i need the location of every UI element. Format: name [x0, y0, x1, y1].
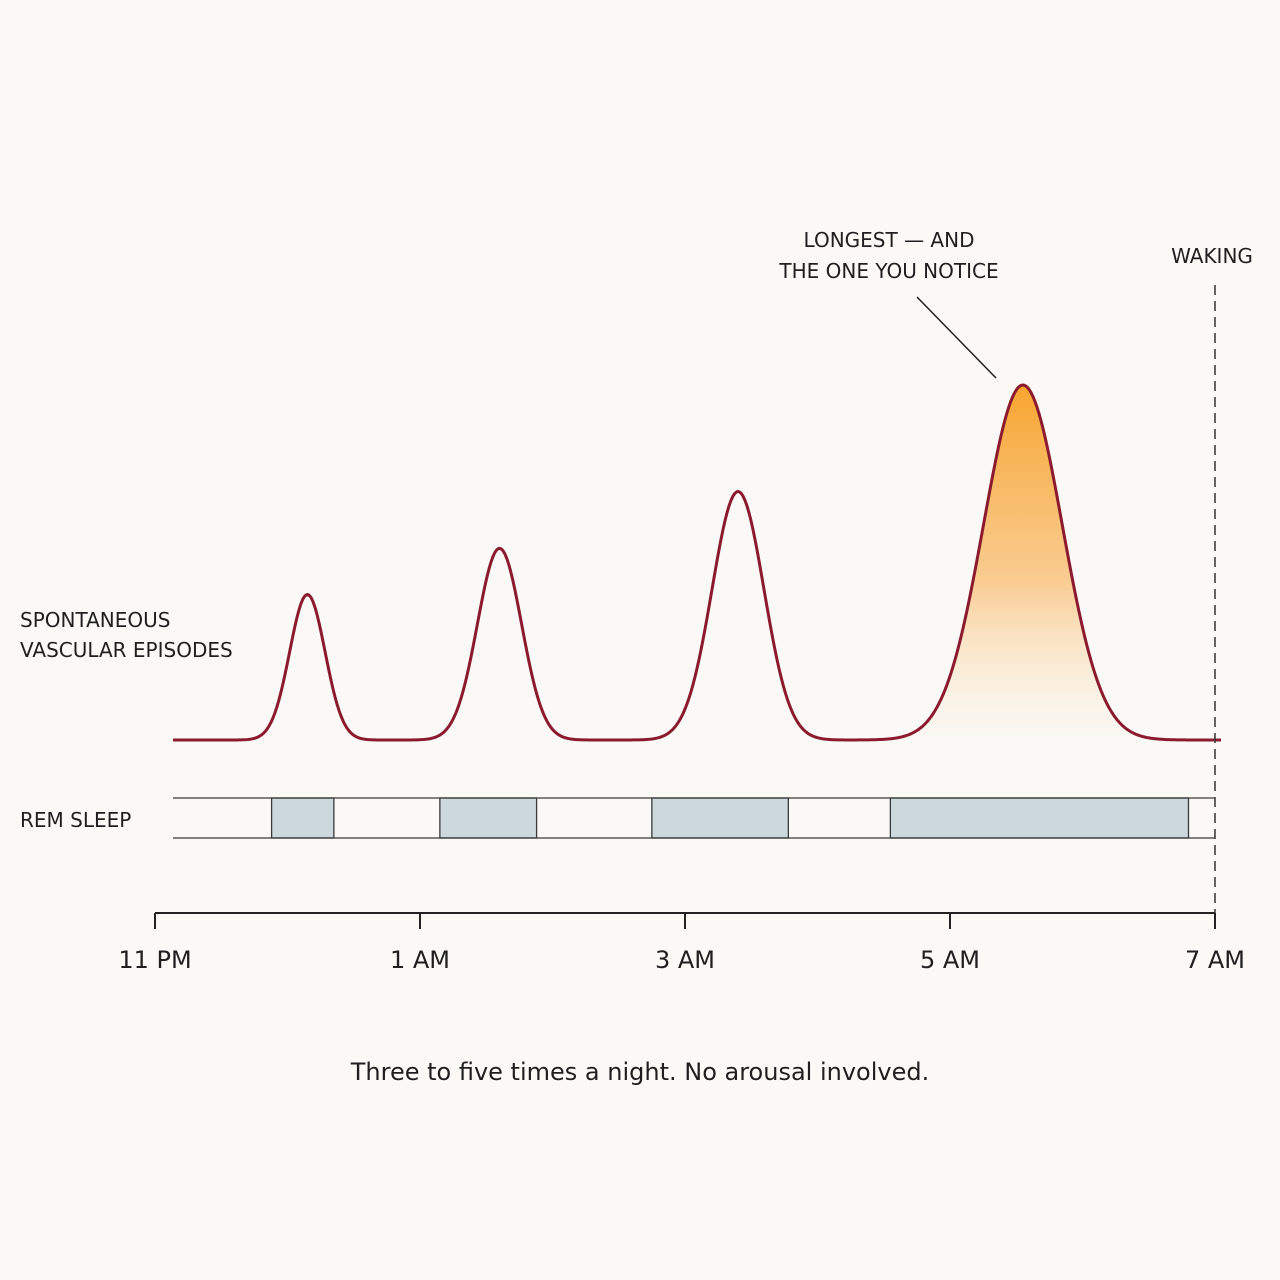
time-axis-tick-label: 3 AM [655, 946, 715, 974]
rem-sleep-track [173, 797, 1215, 839]
waking-label: WAKING [1171, 244, 1253, 268]
chart-caption: Three to five times a night. No arousal … [350, 1058, 929, 1086]
rem-segment [889, 797, 1190, 839]
episodes-row-label-line1: SPONTANEOUS [20, 608, 170, 632]
rem-segment [439, 797, 538, 839]
episodes-row-label-line2: VASCULAR EPISODES [20, 638, 233, 662]
rem-segment [651, 797, 790, 839]
time-axis-tick-label: 5 AM [920, 946, 980, 974]
peak-annotation-line1: LONGEST — AND [804, 228, 975, 252]
time-axis-tick-label: 11 PM [118, 946, 191, 974]
time-axis-tick-label: 7 AM [1185, 946, 1245, 974]
rem-row-label: REM SLEEP [20, 808, 131, 832]
peak-annotation-leader [916, 296, 997, 379]
rem-segment [270, 797, 335, 839]
episode-curve-line [173, 383, 1221, 742]
peak-annotation-line2: THE ONE YOU NOTICE [778, 259, 998, 283]
longest-episode-highlight [897, 385, 1149, 740]
time-axis: 11 PM 1 AM 3 AM 5 AM 7 AM [118, 912, 1245, 974]
time-axis-tick-label: 1 AM [390, 946, 450, 974]
